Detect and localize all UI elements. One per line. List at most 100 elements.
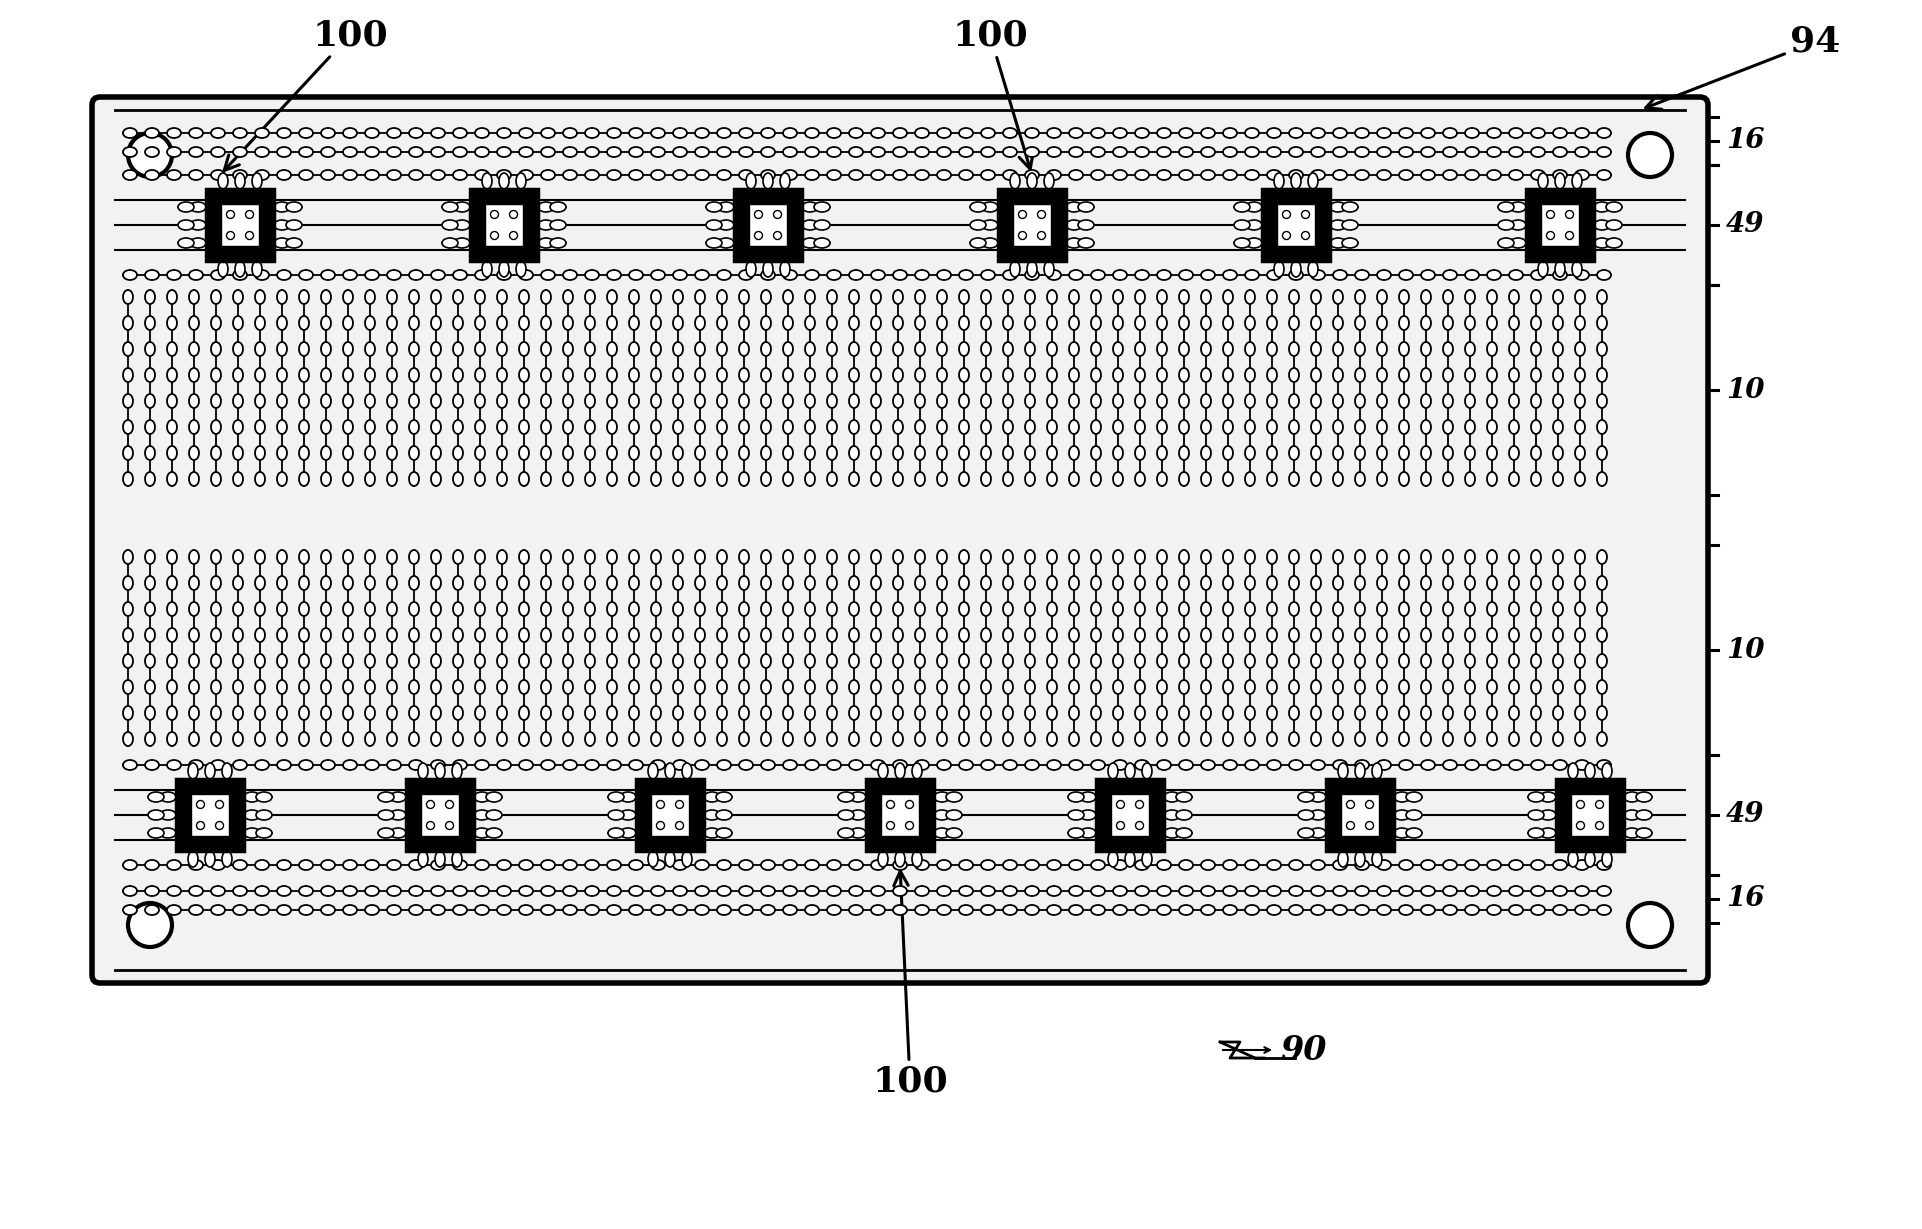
Ellipse shape: [1443, 680, 1453, 694]
Ellipse shape: [959, 420, 969, 434]
Ellipse shape: [442, 202, 457, 211]
Ellipse shape: [652, 472, 661, 485]
Ellipse shape: [746, 173, 755, 189]
Ellipse shape: [1245, 238, 1263, 248]
Ellipse shape: [409, 270, 423, 280]
Ellipse shape: [1574, 128, 1589, 138]
Ellipse shape: [1267, 576, 1276, 590]
Ellipse shape: [1597, 551, 1607, 564]
Ellipse shape: [1176, 810, 1192, 820]
Ellipse shape: [321, 886, 334, 896]
Ellipse shape: [1301, 210, 1309, 219]
Ellipse shape: [1376, 147, 1392, 157]
Ellipse shape: [980, 395, 992, 408]
Ellipse shape: [1069, 147, 1082, 157]
Ellipse shape: [1576, 821, 1584, 830]
Ellipse shape: [1443, 367, 1453, 382]
Ellipse shape: [1574, 732, 1586, 746]
Ellipse shape: [123, 551, 133, 564]
Ellipse shape: [454, 905, 467, 916]
Ellipse shape: [652, 602, 661, 616]
Ellipse shape: [1003, 654, 1013, 669]
Ellipse shape: [1509, 290, 1518, 304]
Ellipse shape: [673, 905, 686, 916]
Ellipse shape: [782, 342, 794, 356]
Ellipse shape: [167, 395, 177, 408]
Ellipse shape: [915, 290, 924, 304]
Ellipse shape: [696, 551, 705, 564]
Ellipse shape: [1443, 395, 1453, 408]
Ellipse shape: [1157, 395, 1167, 408]
Ellipse shape: [696, 316, 705, 331]
Ellipse shape: [386, 860, 402, 870]
Ellipse shape: [196, 821, 204, 830]
Ellipse shape: [211, 602, 221, 616]
Ellipse shape: [607, 810, 625, 820]
Ellipse shape: [500, 173, 509, 189]
Ellipse shape: [607, 905, 621, 916]
Ellipse shape: [454, 860, 467, 870]
Ellipse shape: [980, 316, 992, 331]
Bar: [177, 779, 244, 850]
Ellipse shape: [1245, 886, 1259, 896]
Ellipse shape: [498, 886, 511, 896]
Ellipse shape: [475, 367, 484, 382]
Ellipse shape: [519, 446, 529, 460]
Ellipse shape: [782, 705, 794, 720]
Ellipse shape: [607, 602, 617, 616]
Ellipse shape: [1311, 905, 1324, 916]
Bar: [1570, 794, 1609, 836]
Ellipse shape: [434, 763, 446, 779]
Ellipse shape: [1607, 202, 1622, 211]
Ellipse shape: [123, 316, 133, 331]
Ellipse shape: [938, 316, 948, 331]
Ellipse shape: [519, 860, 532, 870]
Ellipse shape: [938, 886, 951, 896]
Ellipse shape: [805, 760, 819, 771]
Ellipse shape: [188, 420, 200, 434]
Ellipse shape: [1376, 551, 1388, 564]
Ellipse shape: [379, 828, 394, 838]
Ellipse shape: [167, 342, 177, 356]
Ellipse shape: [1047, 551, 1057, 564]
Ellipse shape: [628, 576, 638, 590]
Ellipse shape: [1311, 270, 1324, 280]
Ellipse shape: [446, 800, 454, 809]
Ellipse shape: [286, 220, 302, 230]
Ellipse shape: [386, 680, 398, 694]
Ellipse shape: [1443, 342, 1453, 356]
Ellipse shape: [256, 316, 265, 331]
Ellipse shape: [1245, 290, 1255, 304]
Ellipse shape: [1069, 860, 1082, 870]
Ellipse shape: [1597, 654, 1607, 669]
Ellipse shape: [1355, 270, 1368, 280]
Ellipse shape: [826, 680, 836, 694]
Ellipse shape: [607, 732, 617, 746]
Ellipse shape: [390, 810, 406, 820]
Ellipse shape: [1338, 763, 1347, 779]
Ellipse shape: [1465, 270, 1480, 280]
Ellipse shape: [628, 446, 638, 460]
Ellipse shape: [959, 886, 973, 896]
Ellipse shape: [1047, 760, 1061, 771]
Ellipse shape: [673, 290, 682, 304]
Ellipse shape: [1574, 472, 1586, 485]
Ellipse shape: [938, 576, 948, 590]
Ellipse shape: [144, 446, 156, 460]
Ellipse shape: [300, 395, 309, 408]
Ellipse shape: [498, 420, 507, 434]
Ellipse shape: [938, 705, 948, 720]
Ellipse shape: [1267, 905, 1280, 916]
Ellipse shape: [211, 472, 221, 485]
Ellipse shape: [1092, 654, 1101, 669]
Ellipse shape: [584, 316, 596, 331]
Ellipse shape: [1553, 420, 1563, 434]
Bar: [1342, 794, 1380, 836]
Bar: [471, 189, 538, 261]
Ellipse shape: [256, 472, 265, 485]
Ellipse shape: [188, 886, 204, 896]
Ellipse shape: [475, 147, 488, 157]
Ellipse shape: [1532, 760, 1545, 771]
Ellipse shape: [563, 886, 577, 896]
Ellipse shape: [894, 128, 907, 138]
